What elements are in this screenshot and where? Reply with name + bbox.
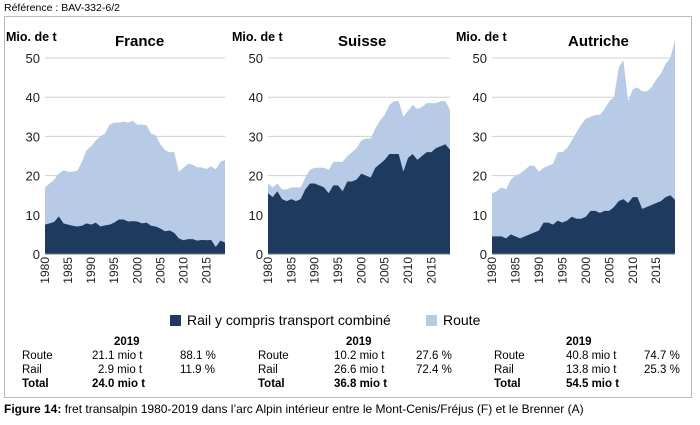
y-axis-label-autriche: Mio. de t — [456, 30, 508, 44]
y-tick-label-autriche: 20 — [473, 169, 487, 184]
x-tick-label-autriche: 1985 — [508, 257, 522, 284]
caption-label: Figure 14: — [4, 402, 62, 416]
area-rail-france — [45, 216, 225, 254]
stats-row-pct: 88.1 % — [180, 350, 216, 362]
x-tick-label-suisse: 1995 — [331, 257, 345, 284]
y-tick-label-autriche: 30 — [473, 129, 487, 144]
x-tick-label-france: 2005 — [153, 257, 167, 284]
x-tick-label-france: 2000 — [130, 257, 144, 284]
reference-label: Référence : BAV-332-6/2 — [4, 2, 120, 14]
stats-total-label: Total — [258, 378, 285, 390]
stats-row-pct: 25.3 % — [644, 364, 680, 376]
stats-row-label: Route — [22, 350, 53, 362]
x-tick-label-autriche: 1995 — [555, 257, 569, 284]
area-road-autriche — [492, 39, 675, 254]
y-axis-label-suisse: Mio. de t — [232, 30, 284, 44]
x-tick-label-suisse: 1990 — [308, 257, 322, 284]
y-tick-label-france: 30 — [26, 129, 40, 144]
caption-text: fret transalpin 1980-2019 dans l’arc Alp… — [61, 402, 584, 416]
figure-caption: Figure 14: fret transalpin 1980-2019 dan… — [4, 402, 584, 416]
stats-row-pct: 27.6 % — [416, 350, 452, 362]
x-tick-label-suisse: 1980 — [261, 257, 275, 284]
y-tick-label-autriche: 10 — [473, 208, 487, 223]
legend-item-road: Route — [426, 312, 480, 328]
stats-row-value: 13.8 mio t — [566, 364, 617, 376]
stats-total-label: Total — [22, 378, 49, 390]
stats-row-value: 21.1 mio t — [92, 350, 143, 362]
stats-row-label: Rail — [494, 364, 514, 376]
x-tick-label-france: 2015 — [200, 257, 214, 284]
area-rail-suisse — [268, 144, 450, 254]
x-tick-label-france: 1980 — [38, 257, 52, 284]
x-tick-label-france: 1985 — [61, 257, 75, 284]
y-tick-label-autriche: 50 — [473, 51, 487, 66]
stats-row-pct: 72.4 % — [416, 364, 452, 376]
chart-title-autriche: Autriche — [568, 33, 629, 50]
chart-title-france: France — [115, 33, 164, 50]
y-axis-label-france: Mio. de t — [6, 30, 58, 44]
y-tick-label-autriche: 40 — [473, 90, 487, 105]
stats-france: 2019 Route 21.1 mio t 88.1 % Rail 2.9 mi… — [22, 336, 232, 396]
stats-year: 2019 — [566, 336, 592, 348]
y-tick-label-france: 0 — [33, 247, 40, 262]
y-tick-label-suisse: 30 — [249, 129, 263, 144]
figure-frame — [4, 16, 692, 398]
y-tick-label-suisse: 20 — [249, 169, 263, 184]
stats-row-pct: 74.7 % — [644, 350, 680, 362]
stats-total-value: 54.5 mio t — [566, 378, 620, 390]
stats-row-value: 2.9 mio t — [98, 364, 143, 376]
x-tick-label-suisse: 2000 — [354, 257, 368, 284]
stats-suisse: 2019 Route 10.2 mio t 27.6 % Rail 26.6 m… — [258, 336, 468, 396]
y-tick-label-autriche: 0 — [480, 247, 487, 262]
stats-row-label: Rail — [22, 364, 42, 376]
area-rail-autriche — [492, 195, 675, 254]
x-tick-label-autriche: 2010 — [626, 257, 640, 284]
y-tick-label-suisse: 10 — [249, 208, 263, 223]
stats-row-label: Rail — [258, 364, 278, 376]
x-tick-label-france: 1995 — [107, 257, 121, 284]
stats-row-value: 10.2 mio t — [334, 350, 385, 362]
x-tick-label-suisse: 2010 — [401, 257, 415, 284]
x-tick-label-autriche: 2015 — [649, 257, 663, 284]
x-tick-label-autriche: 2000 — [579, 257, 593, 284]
chart-title-suisse: Suisse — [338, 33, 386, 50]
stats-year: 2019 — [114, 336, 140, 348]
x-tick-label-suisse: 1985 — [284, 257, 298, 284]
y-tick-label-suisse: 50 — [249, 51, 263, 66]
y-tick-label-suisse: 0 — [256, 247, 263, 262]
legend-label-rail: Rail y compris transport combiné — [187, 312, 391, 328]
stats-total-value: 24.0 mio t — [92, 378, 146, 390]
x-tick-label-autriche: 1990 — [532, 257, 546, 284]
y-tick-label-france: 50 — [26, 51, 40, 66]
stats-year: 2019 — [346, 336, 372, 348]
x-tick-label-suisse: 2015 — [424, 257, 438, 284]
x-tick-label-suisse: 2005 — [378, 257, 392, 284]
stats-row-pct: 11.9 % — [180, 364, 215, 376]
y-tick-label-france: 20 — [26, 169, 40, 184]
y-tick-label-france: 10 — [26, 208, 40, 223]
stats-row-label: Route — [494, 350, 525, 362]
stats-row-value: 26.6 mio t — [334, 364, 385, 376]
stats-row-value: 40.8 mio t — [566, 350, 617, 362]
x-tick-label-autriche: 1980 — [485, 257, 499, 284]
x-tick-label-autriche: 2005 — [602, 257, 616, 284]
x-tick-label-france: 1990 — [84, 257, 98, 284]
legend-label-road: Route — [443, 312, 481, 328]
stats-total-label: Total — [494, 378, 521, 390]
x-tick-label-france: 2010 — [176, 257, 190, 284]
area-road-france — [45, 120, 225, 254]
y-tick-label-france: 40 — [26, 90, 40, 105]
stats-autriche: 2019 Route 40.8 mio t 74.7 % Rail 13.8 m… — [494, 336, 694, 396]
legend-swatch-road — [426, 314, 437, 326]
stats-total-value: 36.8 mio t — [334, 378, 388, 390]
stats-row-label: Route — [258, 350, 289, 362]
legend-swatch-rail — [170, 314, 181, 326]
legend: Rail y compris transport combiné Route — [170, 312, 530, 330]
legend-item-rail: Rail y compris transport combiné — [170, 312, 391, 328]
y-tick-label-suisse: 40 — [249, 90, 263, 105]
